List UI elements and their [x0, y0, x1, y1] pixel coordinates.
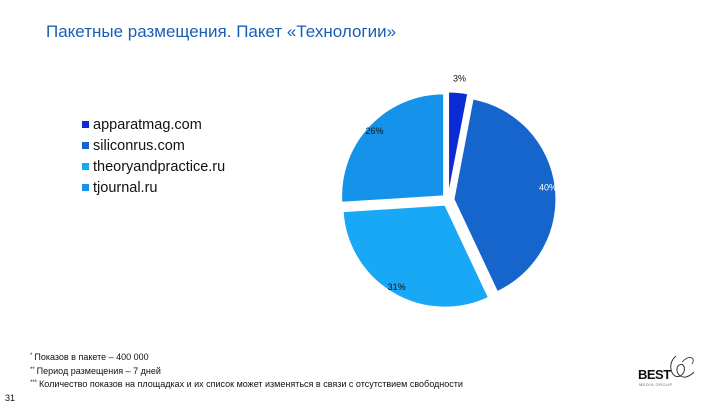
legend-label: siliconrus.com — [93, 137, 185, 154]
footnote: * Показов в пакете – 400 000 — [30, 350, 463, 364]
page-number: 31 — [5, 393, 16, 403]
logo-text: BEST — [638, 367, 671, 382]
footnotes: * Показов в пакете – 400 000 ** Период раз… — [30, 350, 463, 391]
company-logo: BEST MEDIA GROUP — [636, 350, 700, 394]
pie-slice — [453, 98, 557, 293]
legend-item: tjournal.ru — [82, 177, 225, 198]
legend-swatch — [82, 121, 89, 128]
footnote-mark: *** — [30, 380, 38, 386]
footnote: ** Период размещения – 7 дней — [30, 364, 463, 378]
pie-slice — [448, 91, 469, 195]
legend-item: theoryandpractice.ru — [82, 156, 225, 177]
pie-data-label: 26% — [365, 126, 383, 136]
legend-item: siliconrus.com — [82, 135, 225, 156]
legend-swatch — [82, 184, 89, 191]
pie-data-label: 40% — [539, 182, 557, 192]
logo-subtext: MEDIA GROUP — [639, 382, 673, 387]
legend-item: apparatmag.com — [82, 114, 225, 135]
pie-data-label: 3% — [453, 74, 466, 84]
legend-label: apparatmag.com — [93, 116, 202, 133]
footnote-text: Показов в пакете – 400 000 — [34, 352, 149, 362]
chart-legend: apparatmag.com siliconrus.com theoryandp… — [82, 114, 225, 198]
footnote: *** Количество показов на площадках и их … — [30, 377, 463, 391]
footnote-mark: ** — [30, 366, 35, 373]
legend-label: theoryandpractice.ru — [93, 158, 226, 175]
pie-data-label: 31% — [388, 282, 406, 292]
legend-swatch — [82, 142, 89, 149]
footnote-text: Период размещения – 7 дней — [36, 365, 161, 376]
legend-swatch — [82, 163, 89, 170]
pie-slice — [342, 204, 490, 308]
legend-label: tjournal.ru — [93, 179, 158, 196]
pie-slice — [341, 93, 445, 203]
slide-title: Пакетные размещения. Пакет «Технологии» — [46, 22, 397, 41]
footnote-text: Количество показов на площадках и их спи… — [39, 379, 463, 389]
footnote-mark: * — [30, 353, 33, 359]
logo-script-mark — [670, 355, 695, 378]
